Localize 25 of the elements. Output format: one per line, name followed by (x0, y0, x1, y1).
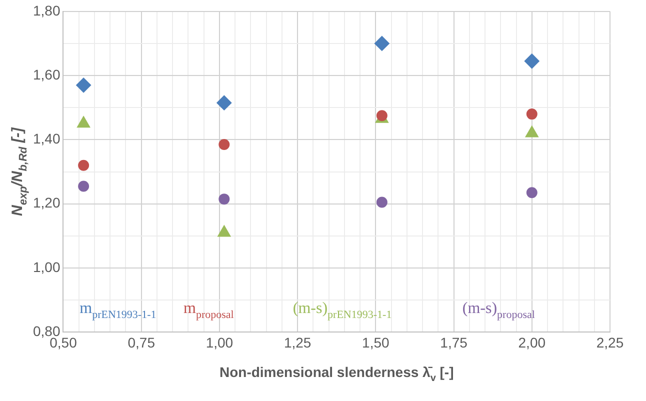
x-tick-label: 1,50 (362, 334, 390, 350)
point (376, 196, 388, 208)
x-tick-label: 0,75 (128, 334, 156, 350)
y-tick-label: 1,80 (33, 2, 60, 18)
point (374, 36, 390, 51)
point (216, 95, 232, 110)
x-tick-label: 1,25 (284, 334, 312, 350)
x-tick-label: 2,25 (596, 334, 624, 350)
point (78, 160, 90, 171)
point (526, 108, 538, 120)
point (526, 187, 538, 198)
y-axis-title: Nexp/Nb,Rd [-] (9, 126, 30, 216)
point (218, 139, 230, 150)
x-tick-label: 1,00 (206, 334, 234, 350)
x-tick-label: 1,75 (440, 334, 468, 350)
x-tick-label: 2,00 (518, 334, 546, 350)
point (78, 180, 90, 192)
y-tick-label: 1,60 (33, 66, 60, 82)
point (76, 78, 92, 93)
y-tick-label: 1,00 (33, 258, 60, 275)
y-tick-label: 1,40 (33, 130, 60, 147)
y-tick-label: 1,20 (33, 194, 60, 211)
y-tick-label: 0,80 (33, 323, 60, 340)
point (218, 194, 230, 205)
point (524, 54, 540, 69)
